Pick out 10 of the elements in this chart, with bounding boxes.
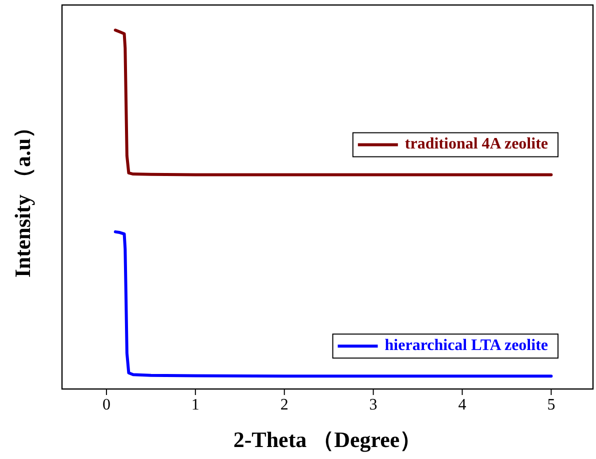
x-axis-title: 2-Theta （Degree） [233, 427, 422, 452]
x-tick-label: 2 [280, 396, 288, 414]
x-tick-label: 4 [458, 396, 466, 414]
x-tick-label: 0 [102, 396, 110, 414]
x-tick-label: 3 [369, 396, 378, 414]
legend-label: hierarchical LTA zeolite [384, 336, 548, 354]
x-tick-label: 1 [191, 396, 200, 414]
y-axis-title: Intensity （a.u） [10, 116, 35, 278]
legend-label: traditional 4A zeolite [404, 135, 548, 152]
x-tick-label: 5 [547, 396, 556, 414]
